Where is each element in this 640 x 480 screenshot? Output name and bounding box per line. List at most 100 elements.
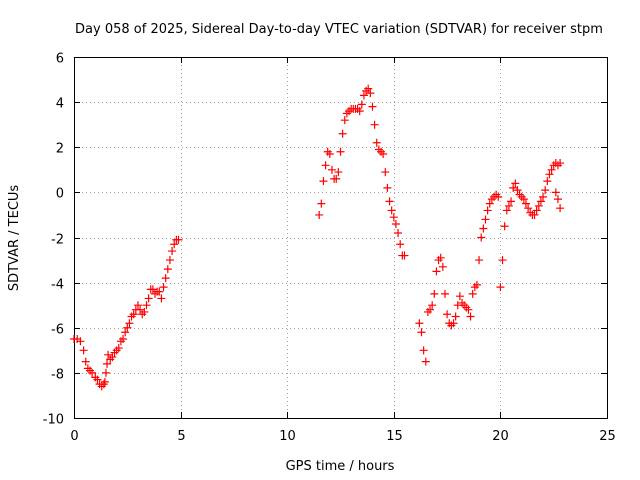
data-point xyxy=(466,312,475,321)
data-point xyxy=(539,192,548,201)
data-point xyxy=(496,283,505,292)
y-tick-label: -6 xyxy=(51,323,64,338)
data-point xyxy=(357,100,366,109)
data-point xyxy=(364,84,373,93)
data-point xyxy=(157,294,166,303)
data-point xyxy=(81,357,90,366)
data-point xyxy=(381,168,390,177)
data-point xyxy=(161,274,170,283)
data-point xyxy=(338,129,347,138)
data-point xyxy=(100,377,109,386)
data-point xyxy=(394,228,403,237)
y-tick-label: 0 xyxy=(56,187,64,202)
data-point xyxy=(532,206,541,215)
data-point xyxy=(472,280,481,289)
data-point xyxy=(430,289,439,298)
data-point xyxy=(123,323,132,332)
data-point xyxy=(504,201,513,210)
data-point xyxy=(136,305,145,314)
series-segment-2 xyxy=(315,84,409,260)
y-tick-label: -8 xyxy=(51,368,64,383)
data-point xyxy=(530,210,539,219)
data-point xyxy=(359,91,368,100)
data-point xyxy=(336,147,345,156)
data-point xyxy=(475,256,484,265)
y-tick-label: -2 xyxy=(51,233,64,248)
data-point xyxy=(417,328,426,337)
data-point xyxy=(468,289,477,298)
data-point xyxy=(379,150,388,159)
data-point xyxy=(76,337,85,346)
data-point xyxy=(372,138,381,147)
data-point xyxy=(125,319,134,328)
data-point xyxy=(428,301,437,310)
data-point xyxy=(509,183,518,192)
series-segment-3-tail xyxy=(551,188,565,213)
data-point xyxy=(498,256,507,265)
x-axis-label: GPS time / hours xyxy=(286,459,395,474)
data-point xyxy=(511,179,520,188)
x-tick-label: 10 xyxy=(279,429,296,444)
data-point xyxy=(168,247,177,256)
data-point xyxy=(513,186,522,195)
data-point xyxy=(327,165,336,174)
data-point xyxy=(443,310,452,319)
series-segment-3 xyxy=(415,159,565,366)
data-point xyxy=(315,210,324,219)
data-point xyxy=(389,213,398,222)
data-point xyxy=(129,310,138,319)
data-point xyxy=(385,197,394,206)
data-point xyxy=(449,319,458,328)
data-point xyxy=(464,305,473,314)
data-point xyxy=(556,159,565,168)
data-point xyxy=(400,251,409,260)
data-point xyxy=(101,368,110,377)
data-point xyxy=(387,206,396,215)
data-point xyxy=(479,224,488,233)
data-point xyxy=(426,305,435,314)
x-tick-label: 15 xyxy=(386,429,403,444)
y-axis-ticks: -10 -8 -6 -4 -2 0 2 4 6 xyxy=(43,52,607,428)
data-point xyxy=(494,192,503,201)
data-point xyxy=(319,177,328,186)
y-tick-label: 4 xyxy=(56,97,64,112)
data-point xyxy=(451,312,460,321)
data-point xyxy=(507,197,516,206)
chart-title: Day 058 of 2025, Sidereal Day-to-day VTE… xyxy=(75,22,603,37)
series-segment-1 xyxy=(70,235,183,391)
data-point xyxy=(481,215,490,224)
data-point xyxy=(104,350,113,359)
data-point xyxy=(421,357,430,366)
data-point xyxy=(103,359,112,368)
data-point xyxy=(553,195,562,204)
data-point xyxy=(438,262,447,271)
data-point xyxy=(317,199,326,208)
data-point xyxy=(547,165,556,174)
data-point xyxy=(355,107,364,116)
data-point xyxy=(93,375,102,384)
data-point xyxy=(483,206,492,215)
data-point xyxy=(321,161,330,170)
data-point xyxy=(144,294,153,303)
data-point xyxy=(334,168,343,177)
data-point xyxy=(79,346,88,355)
data-point xyxy=(159,283,168,292)
x-axis-ticks: 0 5 10 15 20 25 xyxy=(70,57,616,444)
data-point xyxy=(332,174,341,183)
data-point xyxy=(485,199,494,208)
y-tick-label: 2 xyxy=(56,142,64,157)
data-point xyxy=(148,285,157,294)
data-point xyxy=(88,368,97,377)
data-point xyxy=(543,177,552,186)
data-point xyxy=(415,319,424,328)
data-point xyxy=(455,292,464,301)
data-point xyxy=(170,240,179,249)
data-point xyxy=(502,206,511,215)
data-point xyxy=(366,89,375,98)
data-point xyxy=(500,222,509,231)
data-point xyxy=(108,353,117,362)
data-point xyxy=(477,233,486,242)
data-point xyxy=(436,253,445,262)
data-point xyxy=(155,287,164,296)
